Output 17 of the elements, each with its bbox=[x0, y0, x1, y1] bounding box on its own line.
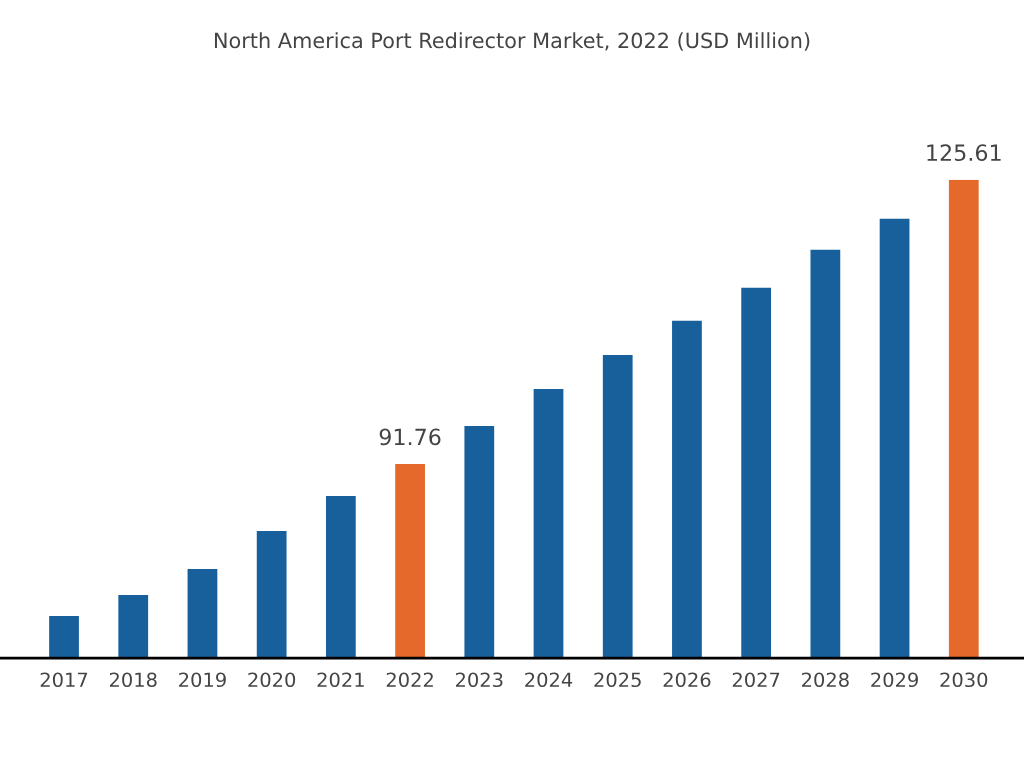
x-tick-label: 2027 bbox=[732, 672, 780, 688]
x-tick-label: 2026 bbox=[663, 672, 711, 688]
x-tick-label: 2017 bbox=[40, 672, 88, 688]
x-tick-label: 2020 bbox=[248, 672, 296, 688]
x-tick-label: 2023 bbox=[455, 672, 503, 688]
x-tick-label: 2019 bbox=[179, 672, 226, 688]
x-tick-label: 2028 bbox=[802, 672, 849, 688]
data-label: 125.61 bbox=[927, 144, 1001, 162]
x-tick-label: 2029 bbox=[871, 672, 918, 688]
x-tick-label: 2025 bbox=[594, 672, 641, 688]
x-tick-label: 2021 bbox=[317, 672, 364, 688]
x-tick-label: 2022 bbox=[386, 672, 433, 688]
x-tick-label: 2030 bbox=[940, 672, 988, 688]
data-label: 91.76 bbox=[379, 428, 441, 446]
x-tick-label: 2018 bbox=[109, 672, 157, 688]
chart-title: North America Port Redirector Market, 2022 (USD Million) bbox=[214, 32, 810, 51]
x-tick-label: 2024 bbox=[525, 672, 573, 688]
